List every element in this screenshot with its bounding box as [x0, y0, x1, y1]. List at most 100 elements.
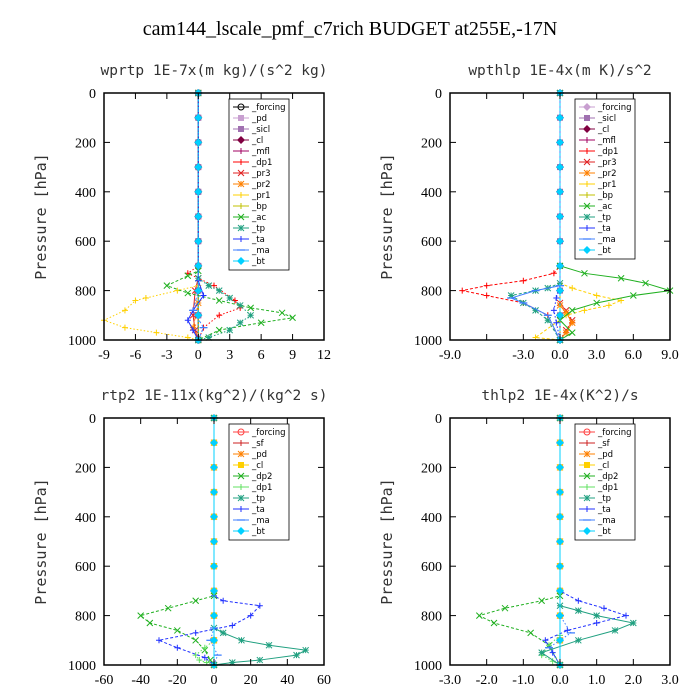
legend-label: _ta [251, 505, 265, 515]
legend-label: _bt [597, 527, 612, 537]
data-point-pr1 [121, 307, 128, 314]
x-tick-label: -3.0 [439, 673, 461, 688]
legend-label: _tp [251, 224, 265, 234]
chart-title: thlp2 1E-4x(K^2)/s [481, 388, 638, 404]
legend-label: _ta [597, 224, 611, 234]
data-point-bt [194, 163, 203, 172]
data-point-ac [581, 269, 588, 277]
legend-label: _dp1 [251, 483, 272, 493]
data-point-ac [289, 314, 296, 322]
data-point-bt [210, 611, 218, 620]
y-tick-label: 400 [421, 186, 442, 201]
legend-label: _pd [251, 450, 267, 460]
legend-marker [237, 494, 245, 502]
series-line-ma [209, 418, 219, 666]
legend-marker [583, 169, 591, 177]
legend-label: _ma [597, 516, 616, 526]
chart-title: wprtp 1E-7x(m kg)/(s^2 kg) [101, 63, 328, 79]
legend-marker [584, 462, 590, 468]
y-tick-label: 1000 [68, 659, 96, 674]
data-point-ac [642, 279, 649, 287]
data-point-ac [568, 329, 576, 336]
legend-marker [583, 125, 591, 133]
data-point-pr1 [581, 307, 588, 314]
data-point-tp [265, 641, 273, 649]
legend-marker [237, 180, 245, 188]
data-point-dp2 [538, 597, 546, 605]
x-tick-label: -20 [168, 673, 187, 688]
legend-label: _pr2 [251, 180, 271, 190]
legend-label: _pd [597, 450, 613, 460]
y-tick-label: 200 [75, 461, 96, 476]
legend-marker [583, 527, 591, 535]
data-point-tp [236, 319, 244, 327]
legend-marker [584, 192, 590, 198]
x-tick-label: 3 [226, 348, 233, 363]
data-point-ac [163, 282, 171, 290]
data-point-dp1 [550, 270, 557, 277]
data-point-bt [556, 261, 564, 270]
data-point-bt [194, 113, 203, 122]
series-line-tp [509, 93, 561, 341]
data-point-tp [236, 302, 244, 309]
x-tick-label: -40 [131, 673, 150, 688]
series-line-dp1 [186, 93, 241, 341]
legend-label: _bt [251, 257, 266, 267]
legend-marker [584, 225, 590, 231]
data-point-ac [568, 307, 576, 314]
chart-panel-3: rtp2 1E-11x(kg^2)/(kg^2 s) Pressure [hPa]… [32, 388, 331, 688]
data-point-bt [556, 163, 564, 172]
x-tick-label: -6 [130, 348, 142, 363]
legend-marker [237, 103, 245, 111]
legend-label: _bt [251, 527, 266, 537]
data-point-tp [574, 607, 582, 615]
x-tick-label: 0 [211, 673, 218, 688]
y-tick-label: 800 [75, 285, 96, 300]
data-point-dp2 [146, 619, 154, 627]
data-point-dp2 [173, 627, 181, 634]
legend-label: _bp [597, 191, 613, 201]
data-point-ta [156, 637, 162, 644]
data-point-bt [194, 261, 203, 270]
chart-panel-1: wprtp 1E-7x(m kg)/(s^2 kg) Pressure [hPa]… [32, 63, 331, 363]
data-point-bt [556, 611, 564, 620]
legend-label: _mfl [597, 136, 616, 146]
data-point-ta [229, 622, 236, 629]
data-point-bt [556, 562, 564, 571]
legend-label: _cl [251, 136, 263, 146]
legend-marker [584, 440, 590, 446]
legend-marker [238, 484, 244, 490]
x-tick-label: 0.0 [551, 348, 569, 363]
data-point-ta [623, 612, 629, 619]
legend-marker [238, 236, 244, 242]
data-point-bt [194, 311, 203, 320]
x-tick-label: 0 [195, 348, 202, 363]
legend-marker [237, 257, 245, 265]
legend-label: _dp2 [597, 472, 618, 482]
legend-marker [237, 224, 245, 232]
chart-panel-4: thlp2 1E-4x(K^2)/s Pressure [hPa] -3.0 -2.0… [378, 388, 679, 688]
y-tick-label: 800 [75, 610, 96, 625]
data-point-tp [215, 287, 223, 294]
data-point-dp1 [196, 657, 203, 664]
series-line-dp2 [477, 418, 561, 666]
legend-label: _tp [597, 213, 611, 223]
legend-label: _ta [251, 235, 265, 245]
data-point-ta [542, 637, 549, 644]
data-point-dp2 [137, 612, 145, 619]
legend-marker [237, 472, 245, 480]
x-tick-label: 6 [258, 348, 265, 363]
data-point-dp1 [483, 282, 490, 289]
legend-marker [238, 148, 244, 154]
legend-label: _pr1 [597, 180, 617, 190]
series-group [101, 89, 296, 344]
y-tick-label: 800 [421, 610, 442, 625]
y-tick-label: 0 [435, 412, 442, 427]
data-point-bt [194, 138, 203, 147]
x-tick-label: 1.0 [588, 673, 606, 688]
data-point-bt [556, 438, 564, 447]
x-tick-label: -2.0 [476, 673, 498, 688]
data-point-tp [507, 292, 515, 299]
data-point-ta [220, 597, 227, 604]
data-point-pr1 [605, 302, 612, 309]
